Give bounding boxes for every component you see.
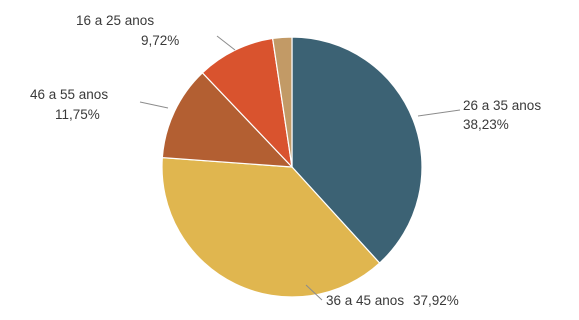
leader-line-16-25: [216, 35, 236, 51]
pie-slice-3: [161, 71, 294, 168]
label-46-55-value: 11,75%: [55, 107, 100, 122]
label-26-35-value: 38,23%: [463, 117, 509, 132]
label-16-25-value: 9,72%: [141, 33, 179, 48]
pie-slice-1: [291, 36, 423, 264]
leader-line-36-45: [305, 284, 323, 301]
label-46-55-name: 46 a 55 anos: [30, 87, 108, 102]
leader-line-26-35: [417, 109, 461, 117]
label-16-25-name: 16 a 25 anos: [76, 13, 154, 28]
label-26-35-name: 26 a 35 anos: [463, 98, 541, 113]
label-36-45-value: 37,92%: [413, 293, 459, 308]
pie-slices: [161, 36, 423, 298]
pie-slice-2: [161, 156, 381, 298]
pie-slice-5: [271, 36, 293, 168]
leader-line-46-55: [139, 101, 169, 109]
pie-slice-4: [201, 37, 293, 169]
label-36-45-name: 36 a 45 anos: [326, 293, 404, 308]
